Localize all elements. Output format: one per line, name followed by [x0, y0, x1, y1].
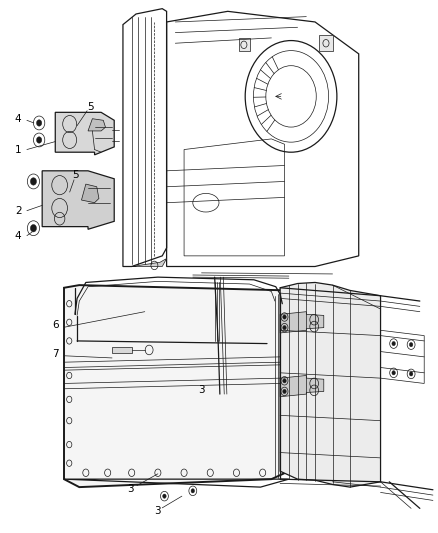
- Circle shape: [162, 494, 166, 498]
- Text: 3: 3: [154, 506, 160, 516]
- Circle shape: [392, 342, 396, 346]
- Polygon shape: [123, 259, 166, 266]
- Polygon shape: [280, 375, 324, 397]
- Text: 4: 4: [15, 114, 21, 124]
- Circle shape: [30, 224, 36, 232]
- Circle shape: [410, 343, 413, 347]
- Circle shape: [283, 378, 286, 383]
- Circle shape: [283, 389, 286, 393]
- Text: 1: 1: [15, 144, 21, 155]
- Circle shape: [392, 370, 396, 375]
- Text: 6: 6: [52, 320, 59, 330]
- Circle shape: [30, 177, 36, 185]
- Polygon shape: [280, 282, 381, 487]
- Polygon shape: [55, 112, 114, 155]
- Polygon shape: [88, 119, 106, 131]
- Text: 4: 4: [15, 231, 21, 241]
- Circle shape: [36, 137, 42, 143]
- Polygon shape: [239, 38, 250, 51]
- Text: 3: 3: [127, 484, 134, 494]
- Polygon shape: [81, 184, 99, 203]
- Polygon shape: [319, 35, 332, 51]
- Circle shape: [283, 315, 286, 319]
- Text: 5: 5: [87, 102, 93, 112]
- Text: 2: 2: [15, 206, 21, 216]
- Polygon shape: [112, 348, 132, 353]
- Polygon shape: [64, 285, 289, 487]
- Circle shape: [410, 372, 413, 376]
- Text: 7: 7: [52, 349, 59, 359]
- Circle shape: [36, 120, 42, 126]
- Polygon shape: [280, 312, 324, 333]
- Circle shape: [283, 326, 286, 330]
- Text: 3: 3: [198, 385, 205, 395]
- Circle shape: [191, 489, 194, 493]
- Polygon shape: [42, 171, 114, 229]
- Text: 5: 5: [72, 170, 79, 180]
